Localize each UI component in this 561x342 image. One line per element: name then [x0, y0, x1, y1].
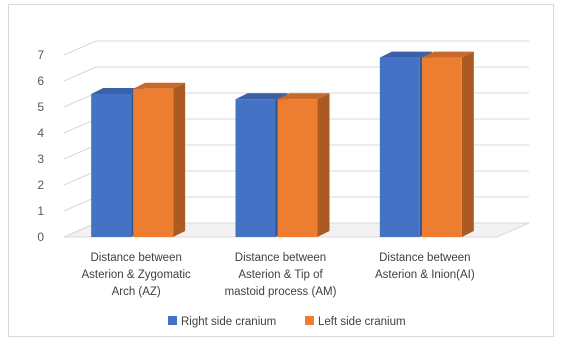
bar[interactable] — [133, 88, 174, 237]
legend-label: Right side cranium — [181, 316, 276, 328]
bar[interactable] — [421, 57, 462, 237]
y-tick-label: 6 — [37, 74, 44, 88]
gridline-side — [63, 222, 97, 238]
bar-top — [91, 88, 144, 94]
bar-side — [461, 51, 474, 237]
gridline-side — [63, 40, 97, 56]
legend-swatch — [168, 316, 177, 325]
bar-top — [277, 93, 330, 100]
bar-top — [379, 51, 432, 58]
bar[interactable] — [379, 57, 420, 237]
y-tick-label: 4 — [37, 126, 44, 140]
gridline-side — [63, 92, 97, 108]
x-category-label: Asterion & Tip of — [238, 269, 323, 281]
legend-label: Left side cranium — [318, 316, 406, 328]
y-tick-label: 7 — [37, 48, 44, 62]
y-tick-label: 5 — [37, 100, 44, 114]
gridline-side — [63, 66, 97, 82]
bar[interactable] — [235, 99, 276, 237]
y-tick-label: 3 — [37, 152, 44, 166]
x-category-label: Distance between — [90, 252, 181, 264]
x-category-label: Distance between — [235, 252, 326, 264]
bar-top — [421, 51, 474, 58]
legend-swatch — [305, 316, 314, 325]
x-category-label: Arch (AZ) — [112, 286, 161, 298]
gridline-side — [63, 196, 97, 212]
bar-top — [133, 82, 186, 89]
gridline-side — [63, 144, 97, 160]
gridline-side — [63, 170, 97, 186]
x-category-label: mastoid process (AM) — [225, 286, 337, 298]
y-tick-label: 2 — [37, 178, 44, 192]
y-tick-label: 1 — [37, 204, 44, 218]
x-category-label: Asterion & Inion(AI) — [375, 269, 475, 281]
y-tick-label: 0 — [37, 230, 44, 244]
bar-side — [173, 82, 186, 237]
x-category-label: Asterion & Zygomatic — [82, 269, 192, 281]
bar[interactable] — [277, 99, 318, 237]
x-category-label: Distance between — [379, 252, 470, 264]
bar[interactable] — [91, 94, 132, 237]
gridline-side — [63, 118, 97, 134]
bar-top — [235, 93, 288, 100]
bar-side — [317, 93, 330, 237]
